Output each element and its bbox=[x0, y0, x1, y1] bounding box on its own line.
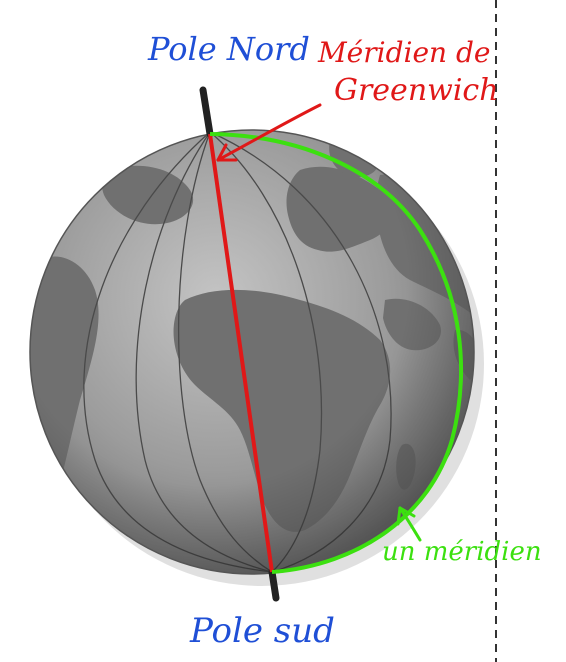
meridian-label: un méridien bbox=[382, 537, 542, 567]
globe bbox=[29, 129, 475, 575]
globe-outline bbox=[29, 129, 475, 575]
rotation-axis-top bbox=[199, 86, 214, 138]
greenwich-label-line2: Greenwich bbox=[334, 73, 499, 108]
greenwich-label-line1: Méridien de bbox=[317, 36, 490, 69]
greenwich-arrow bbox=[216, 103, 322, 162]
green-meridian-line bbox=[209, 132, 464, 574]
rotation-axis-bottom bbox=[268, 568, 280, 602]
north-pole-label: Pole Nord bbox=[147, 30, 310, 68]
meridian-arrow bbox=[396, 506, 422, 542]
globe-shading bbox=[30, 130, 474, 574]
greenwich-meridian-line bbox=[208, 133, 274, 573]
south-pole-label: Pole sud bbox=[189, 611, 335, 651]
